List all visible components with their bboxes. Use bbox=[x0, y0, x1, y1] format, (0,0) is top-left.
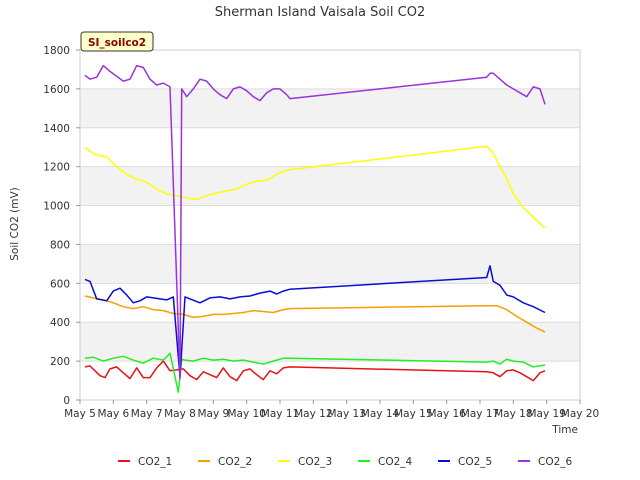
x-tick-label: May 9 bbox=[197, 408, 229, 420]
y-tick-label: 1200 bbox=[43, 162, 70, 174]
series-line-co2-2 bbox=[84, 295, 546, 333]
background-band bbox=[80, 166, 580, 206]
legend-label-co2-5: CO2_5 bbox=[458, 456, 492, 468]
series-line-co2-4 bbox=[84, 352, 546, 393]
site-badge: SI_soilco2 bbox=[80, 31, 154, 52]
y-axis-ticks: 0 200 400 600 800 1000 1200 1400 1600 1800 bbox=[43, 45, 80, 407]
x-tick-label: May 16 bbox=[427, 408, 466, 420]
series-line-co2-1 bbox=[84, 360, 546, 382]
y-tick-label: 600 bbox=[50, 278, 70, 290]
legend-label-co2-4: CO2_4 bbox=[378, 456, 413, 468]
chart-title: Sherman Island Vaisala Soil CO2 bbox=[215, 5, 425, 20]
y-tick-label: 800 bbox=[50, 239, 70, 251]
x-tick-label: May 10 bbox=[227, 408, 265, 420]
background-band bbox=[80, 244, 580, 284]
x-tick-label: May 6 bbox=[97, 408, 129, 420]
y-tick-label: 1800 bbox=[43, 45, 70, 57]
y-tick-label: 0 bbox=[63, 395, 70, 407]
x-tick-label: May 17 bbox=[461, 408, 499, 420]
legend-label-co2-6: CO2_6 bbox=[538, 456, 573, 468]
series-lines bbox=[84, 64, 546, 393]
background-band bbox=[80, 88, 580, 128]
x-axis-label: Time bbox=[551, 424, 578, 436]
legend-label-co2-3: CO2_3 bbox=[298, 456, 332, 468]
x-tick-label: May 11 bbox=[261, 408, 299, 420]
background-band bbox=[80, 322, 580, 362]
site-badge-box bbox=[80, 31, 154, 52]
x-tick-label: May 13 bbox=[327, 408, 365, 420]
x-tick-label: May 14 bbox=[361, 408, 400, 420]
y-tick-label: 200 bbox=[50, 356, 70, 368]
series-line-co2-6 bbox=[84, 64, 546, 380]
legend: CO2_1 CO2_2 CO2_3 CO2_4 CO2_5 CO2_6 bbox=[118, 456, 573, 468]
plot-frame bbox=[79, 49, 581, 401]
x-tick-label: May 18 bbox=[494, 408, 532, 420]
y-tick-label: 1400 bbox=[43, 123, 70, 135]
x-tick-label: May 12 bbox=[294, 408, 332, 420]
series-line-co2-5 bbox=[84, 265, 546, 378]
plot-background-bands bbox=[80, 88, 580, 362]
legend-label-co2-1: CO2_1 bbox=[138, 456, 172, 468]
x-tick-label: May 7 bbox=[131, 408, 163, 420]
x-tick-label: May 20 bbox=[561, 408, 599, 420]
site-badge-label: SI_soilco2 bbox=[88, 37, 146, 49]
y-axis-label: Soil CO2 (mV) bbox=[9, 187, 21, 260]
x-tick-label: May 5 bbox=[64, 408, 96, 420]
legend-label-co2-2: CO2_2 bbox=[218, 456, 252, 468]
series-line-co2-3 bbox=[84, 145, 546, 229]
y-tick-label: 1600 bbox=[43, 84, 70, 96]
x-tick-label: May 8 bbox=[164, 408, 196, 420]
y-tick-label: 1000 bbox=[43, 201, 70, 213]
x-tick-label: May 19 bbox=[527, 408, 565, 420]
y-tick-label: 400 bbox=[50, 317, 70, 329]
x-tick-label: May 15 bbox=[394, 408, 432, 420]
